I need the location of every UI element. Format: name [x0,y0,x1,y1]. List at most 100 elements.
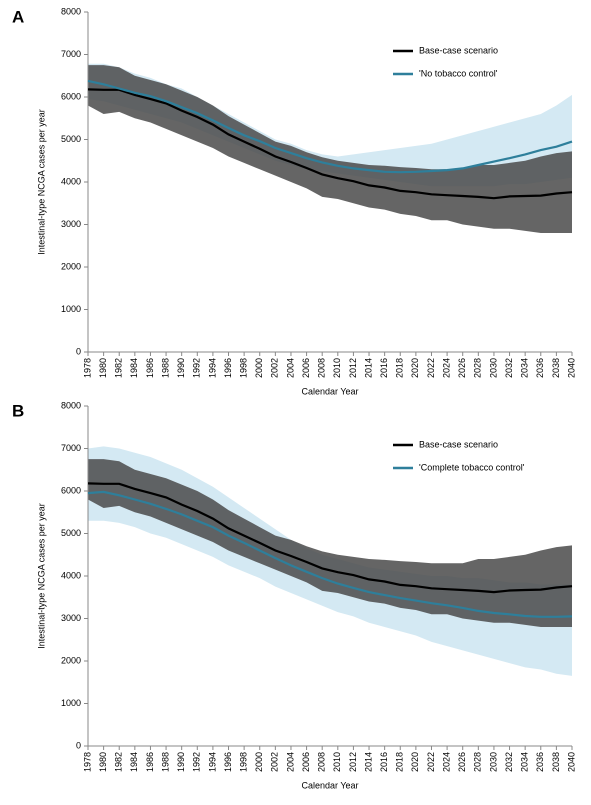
x-tick-label: 1978 [82,358,92,378]
x-tick-label: 2028 [473,358,483,378]
x-tick-label: 1984 [129,358,139,378]
x-tick-label: 2036 [535,752,545,772]
x-tick-label: 1986 [145,358,155,378]
x-tick-label: 1992 [192,358,202,378]
x-tick-label: 2036 [535,358,545,378]
x-tick-label: 2038 [551,752,561,772]
x-tick-label: 2000 [254,752,264,772]
x-tick-label: 2026 [457,358,467,378]
x-tick-label: 1994 [207,358,217,378]
y-tick-label: 2000 [61,261,81,271]
x-tick-label: 2028 [473,752,483,772]
y-tick-label: 4000 [61,570,81,580]
legend-label: Base-case scenario [419,439,498,449]
x-tick-label: 2030 [488,358,498,378]
x-tick-label: 1980 [98,752,108,772]
legend-label: 'No tobacco control' [419,68,498,78]
series-line [87,88,573,200]
x-tick-label: 2040 [566,358,576,378]
legend-label: 'Complete tobacco control' [419,462,525,472]
x-tick-label: 2006 [301,752,311,772]
y-axis-title: Intestinal-type NCGA cases per year [36,503,46,649]
y-tick-label: 4000 [61,176,81,186]
x-tick-label: 1984 [129,752,139,772]
x-tick-label: 2016 [379,358,389,378]
x-tick-label: 1992 [192,752,202,772]
x-tick-label: 2034 [520,752,530,772]
series-line [87,79,573,174]
y-tick-label: 7000 [61,443,81,453]
x-tick-label: 1980 [98,358,108,378]
panel-label: B [12,401,24,420]
series-line [87,490,573,618]
x-tick-label: 2030 [488,752,498,772]
y-axis-title: Intestinal-type NCGA cases per year [36,109,46,255]
y-tick-label: 5000 [61,528,81,538]
y-tick-label: 2000 [61,655,81,665]
uncertainty-band [88,459,572,627]
x-tick-label: 2000 [254,358,264,378]
x-tick-label: 1990 [176,358,186,378]
x-tick-label: 2012 [348,358,358,378]
x-tick-label: 2018 [395,752,405,772]
x-tick-label: 2004 [285,752,295,772]
x-tick-label: 1982 [114,358,124,378]
uncertainty-band [88,65,572,233]
x-tick-label: 2002 [270,358,280,378]
y-tick-label: 6000 [61,91,81,101]
x-tick-label: 2004 [285,358,295,378]
x-tick-label: 2006 [301,358,311,378]
y-tick-label: 1000 [61,304,81,314]
y-tick-label: 5000 [61,134,81,144]
x-tick-label: 2010 [332,358,342,378]
x-tick-label: 2002 [270,752,280,772]
x-tick-label: 2038 [551,358,561,378]
x-tick-label: 2014 [363,752,373,772]
x-tick-label: 1994 [207,752,217,772]
x-tick-label: 2020 [410,752,420,772]
x-tick-label: 1982 [114,752,124,772]
x-tick-label: 2032 [504,358,514,378]
x-tick-label: 1998 [239,752,249,772]
x-tick-label: 2026 [457,752,467,772]
y-tick-label: 7000 [61,49,81,59]
x-tick-label: 2008 [317,752,327,772]
x-axis-title: Calendar Year [301,780,358,790]
x-tick-label: 2040 [566,752,576,772]
y-tick-label: 3000 [61,219,81,229]
x-tick-label: 2014 [363,358,373,378]
x-tick-label: 2022 [426,358,436,378]
series-line [87,482,573,594]
x-tick-label: 2008 [317,358,327,378]
x-tick-label: 2016 [379,752,389,772]
x-tick-label: 2018 [395,358,405,378]
x-tick-label: 2022 [426,752,436,772]
y-tick-label: 8000 [61,400,81,410]
x-tick-label: 2020 [410,358,420,378]
x-tick-label: 2032 [504,752,514,772]
x-tick-label: 1988 [160,752,170,772]
uncertainty-band [88,63,572,187]
y-tick-label: 1000 [61,698,81,708]
x-tick-label: 1988 [160,358,170,378]
y-tick-label: 0 [76,740,81,750]
x-tick-label: 1996 [223,358,233,378]
x-tick-label: 2010 [332,752,342,772]
x-tick-label: 2024 [441,358,451,378]
x-tick-label: 1978 [82,752,92,772]
y-tick-label: 3000 [61,613,81,623]
x-tick-label: 1998 [239,358,249,378]
y-tick-label: 6000 [61,485,81,495]
x-tick-label: 2034 [520,358,530,378]
y-tick-label: 8000 [61,6,81,16]
x-axis-title: Calendar Year [301,386,358,396]
x-tick-label: 1996 [223,752,233,772]
x-tick-label: 1986 [145,752,155,772]
x-tick-label: 2024 [441,752,451,772]
panel-label: A [12,7,24,26]
legend-label: Base-case scenario [419,45,498,55]
x-tick-label: 2012 [348,752,358,772]
x-tick-label: 1990 [176,752,186,772]
